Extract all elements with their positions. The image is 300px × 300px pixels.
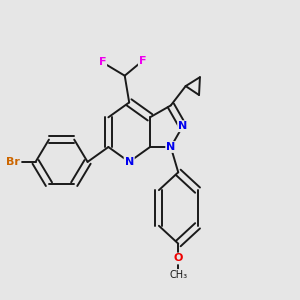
- Text: N: N: [166, 142, 176, 152]
- Text: N: N: [178, 121, 187, 131]
- Text: F: F: [139, 56, 146, 66]
- Text: Br: Br: [6, 157, 20, 167]
- Text: N: N: [124, 157, 134, 167]
- Text: F: F: [99, 57, 106, 67]
- Text: O: O: [173, 254, 183, 263]
- Text: CH₃: CH₃: [169, 270, 187, 280]
